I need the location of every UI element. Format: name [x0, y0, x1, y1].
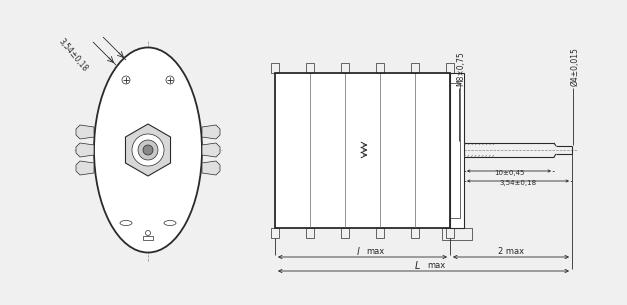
- Bar: [466, 179, 570, 187]
- Bar: [341, 228, 349, 238]
- Text: 2 max: 2 max: [498, 247, 524, 257]
- Bar: [376, 228, 384, 238]
- Text: M8×0,75: M8×0,75: [456, 51, 465, 86]
- Bar: [143, 236, 153, 240]
- Circle shape: [138, 140, 158, 160]
- Bar: [271, 228, 279, 238]
- Bar: [450, 82, 460, 217]
- Text: 10±0,45: 10±0,45: [494, 170, 524, 176]
- Polygon shape: [125, 124, 171, 176]
- Bar: [411, 228, 419, 238]
- Text: l: l: [357, 247, 359, 257]
- Polygon shape: [76, 161, 94, 175]
- Bar: [450, 73, 464, 228]
- Bar: [271, 63, 279, 73]
- Circle shape: [143, 145, 153, 155]
- Bar: [306, 63, 314, 73]
- Bar: [446, 63, 454, 73]
- Bar: [466, 169, 552, 177]
- Bar: [442, 228, 472, 239]
- Text: Ø4±0,015: Ø4±0,015: [571, 47, 579, 86]
- Text: max: max: [428, 261, 446, 271]
- Polygon shape: [202, 125, 220, 139]
- Polygon shape: [202, 161, 220, 175]
- Bar: [341, 63, 349, 73]
- Polygon shape: [76, 125, 94, 139]
- Text: L: L: [415, 261, 421, 271]
- Bar: [306, 228, 314, 238]
- Text: max: max: [367, 247, 385, 257]
- Text: 3,54±0,18: 3,54±0,18: [56, 37, 89, 73]
- Ellipse shape: [94, 48, 202, 253]
- Bar: [411, 63, 419, 73]
- Bar: [275, 73, 450, 228]
- Bar: [376, 63, 384, 73]
- Polygon shape: [202, 143, 220, 157]
- Bar: [446, 228, 454, 238]
- Polygon shape: [76, 143, 94, 157]
- Text: 3,54±0,18: 3,54±0,18: [500, 180, 537, 186]
- Circle shape: [132, 134, 164, 166]
